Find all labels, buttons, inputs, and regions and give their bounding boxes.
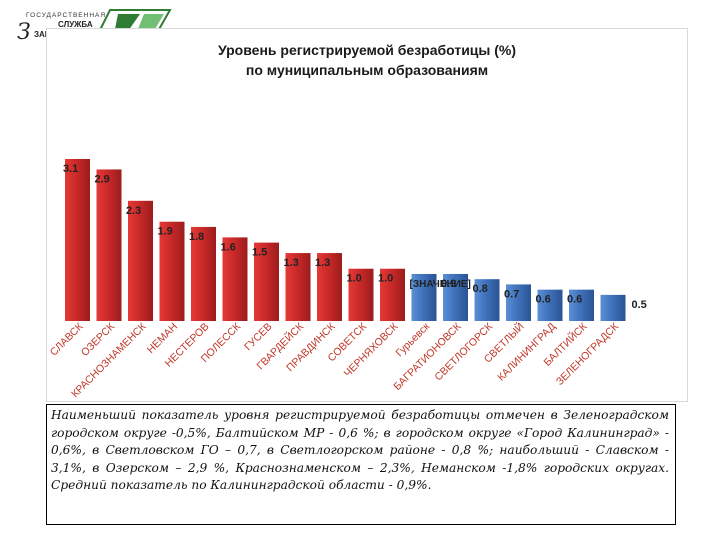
chart-title: Уровень регистрируемой безработицы (%) <box>218 42 516 58</box>
category-label-11: ЧЕРНЯХОВСК <box>342 320 402 380</box>
logo-line-2: СЛУЖБА <box>58 20 93 29</box>
data-label-14: 0.8 <box>473 283 488 295</box>
bar-1 <box>65 159 90 321</box>
bar-15 <box>506 284 531 321</box>
bar-17 <box>569 289 594 321</box>
bar-10 <box>348 268 374 321</box>
data-label-10: 1.0 <box>347 273 362 285</box>
bar-2 <box>96 169 122 321</box>
chart-panel: Уровень регистрируемой безработицы (%) п… <box>46 28 688 402</box>
data-label-11: 1.0 <box>378 273 393 285</box>
bar-13 <box>443 273 468 321</box>
bar-9 <box>317 253 342 321</box>
data-label-4: 1.9 <box>158 226 173 238</box>
data-label-6: 1.6 <box>221 241 236 253</box>
data-label-1: 3.1 <box>63 163 78 175</box>
data-label-17: 0.6 <box>567 294 582 306</box>
data-label-9: 1.3 <box>315 257 330 269</box>
data-label-15: 0.7 <box>504 288 519 300</box>
bar-14 <box>474 279 500 321</box>
data-label-18: 0.5 <box>632 299 647 311</box>
data-label-5: 1.8 <box>189 231 204 243</box>
data-label-3: 2.3 <box>126 205 141 217</box>
logo-letter: З <box>17 20 31 45</box>
bar-18 <box>600 294 626 321</box>
data-label-13: 0.9 <box>441 278 456 290</box>
bar-11 <box>380 268 405 321</box>
bar-5 <box>191 226 216 321</box>
data-label-2: 2.9 <box>95 173 110 185</box>
bar-7 <box>254 242 279 321</box>
bar-6 <box>222 237 248 321</box>
bar-16 <box>537 289 563 321</box>
logo-line-1: ГОСУДАРСТВЕННАЯ <box>26 12 107 19</box>
bar-12 <box>411 273 437 321</box>
data-label-8: 1.3 <box>284 257 299 269</box>
data-label-7: 1.5 <box>252 247 267 259</box>
bar-8 <box>285 253 311 321</box>
unemployment-bar-chart: Уровень регистрируемой безработицы (%) п… <box>48 42 647 400</box>
bar-4 <box>159 221 185 321</box>
bar-3 <box>128 200 153 321</box>
data-label-16: 0.6 <box>536 294 551 306</box>
summary-note: Наименьший показатель уровня регистрируе… <box>46 404 676 525</box>
chart-subtitle: по муниципальным образованиям <box>246 62 488 78</box>
data-label-12: [ЗНАЧЕНИЕ] <box>410 279 471 290</box>
